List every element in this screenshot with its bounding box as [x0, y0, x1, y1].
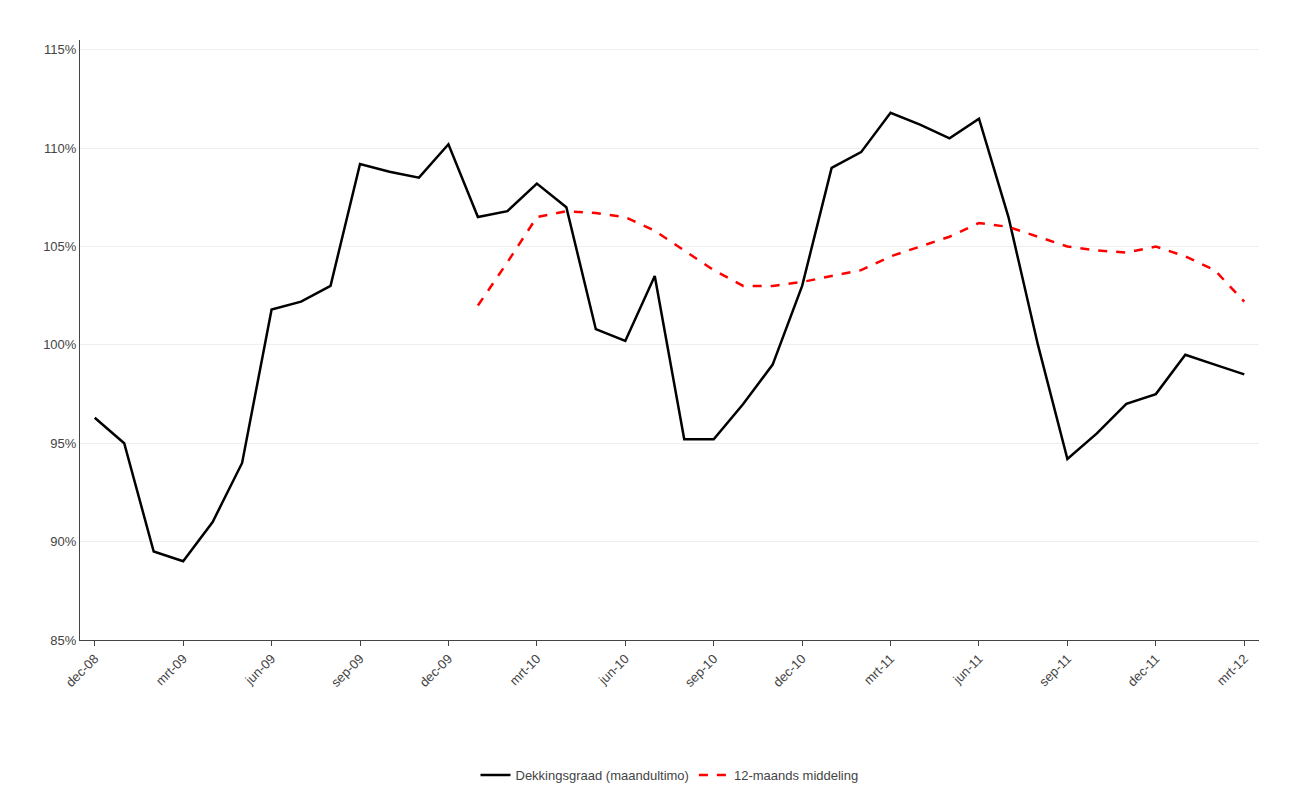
svg-text:95%: 95%	[50, 436, 76, 451]
svg-text:Dekkingsgraad (maandultimo): Dekkingsgraad (maandultimo)	[516, 768, 689, 783]
svg-text:115%: 115%	[44, 42, 77, 57]
svg-text:sep-11: sep-11	[1036, 651, 1074, 689]
svg-text:12-maands middeling: 12-maands middeling	[734, 768, 858, 783]
svg-text:dec-09: dec-09	[416, 651, 455, 690]
svg-text:sep-10: sep-10	[682, 651, 721, 690]
svg-text:mrt-10: mrt-10	[506, 651, 543, 688]
svg-text:dec-08: dec-08	[63, 651, 102, 690]
svg-text:sep-09: sep-09	[328, 651, 367, 690]
svg-text:mrt-11: mrt-11	[861, 651, 897, 687]
svg-text:105%: 105%	[43, 239, 77, 254]
svg-text:100%: 100%	[43, 337, 77, 352]
svg-text:mrt-12: mrt-12	[1214, 651, 1251, 688]
svg-text:90%: 90%	[50, 534, 76, 549]
svg-text:dec-10: dec-10	[770, 651, 809, 690]
svg-text:mrt-09: mrt-09	[153, 651, 190, 688]
svg-text:dec-11: dec-11	[1125, 651, 1163, 689]
svg-text:85%: 85%	[50, 633, 76, 648]
svg-text:jun-11: jun-11	[950, 651, 986, 687]
svg-text:jun-10: jun-10	[595, 651, 632, 688]
svg-text:110%: 110%	[44, 141, 77, 156]
svg-text:jun-09: jun-09	[241, 651, 278, 688]
